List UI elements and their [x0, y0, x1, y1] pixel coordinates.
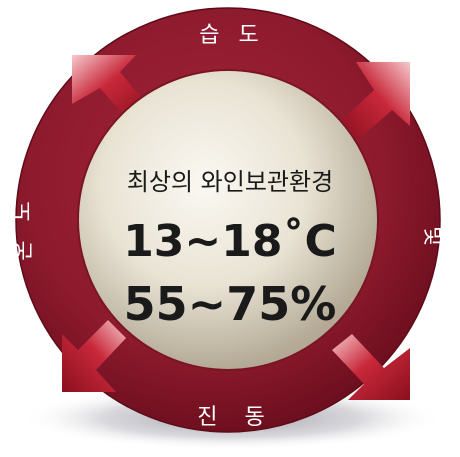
label-temperature-ring: 온 도	[11, 195, 36, 260]
label-light-ring: 빛	[420, 226, 445, 246]
humidity-range: 55~75%	[124, 277, 337, 331]
arrow-top-right	[342, 62, 410, 140]
center-subtitle: 최상의 와인보관환경	[127, 168, 333, 196]
outer-ring-edge	[15, 7, 441, 433]
arrow-top-left	[72, 55, 150, 120]
label-vibration-ring: 진 동	[197, 405, 274, 430]
center-disc	[78, 70, 378, 370]
arrow-bottom-right	[332, 334, 410, 400]
center-disc-edge	[77, 69, 379, 371]
label-humidity-ring: 습 도	[199, 23, 264, 48]
temperature-range: 13~18˚C	[123, 216, 337, 267]
arrow-bottom-left	[62, 320, 126, 392]
